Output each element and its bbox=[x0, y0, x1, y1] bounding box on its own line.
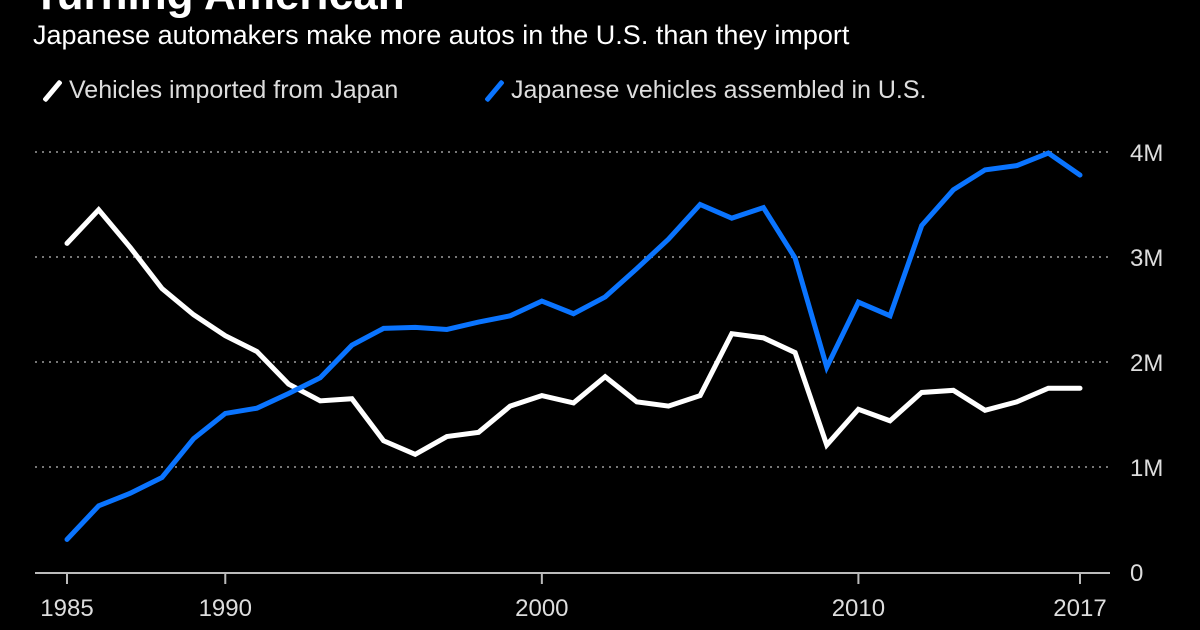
x-tick-label: 1990 bbox=[199, 595, 252, 622]
x-tick-label: 2017 bbox=[1053, 595, 1106, 622]
chart-subtitle: Japanese automakers make more autos in t… bbox=[33, 20, 850, 50]
legend-label: Vehicles imported from Japan bbox=[69, 76, 399, 104]
x-tick-label: 2000 bbox=[515, 595, 568, 622]
y-tick-label: 3M bbox=[1130, 245, 1163, 272]
legend-label: Japanese vehicles assembled in U.S. bbox=[511, 76, 927, 104]
y-tick-label: 0 bbox=[1130, 560, 1143, 587]
series-line-assembled bbox=[64, 150, 1083, 542]
x-tick-label: 2010 bbox=[832, 595, 885, 622]
y-tick-label: 1M bbox=[1130, 455, 1163, 482]
legend-item-imported: Vehicles imported from Japan bbox=[42, 76, 399, 105]
series-line-imported bbox=[64, 205, 1083, 458]
chart-title: Turning American bbox=[33, 0, 405, 20]
y-tick-label: 2M bbox=[1130, 350, 1163, 377]
x-tick-label: 1985 bbox=[40, 595, 93, 622]
legend-item-assembled: Japanese vehicles assembled in U.S. bbox=[484, 76, 927, 105]
y-tick-label: 4M bbox=[1130, 140, 1163, 167]
